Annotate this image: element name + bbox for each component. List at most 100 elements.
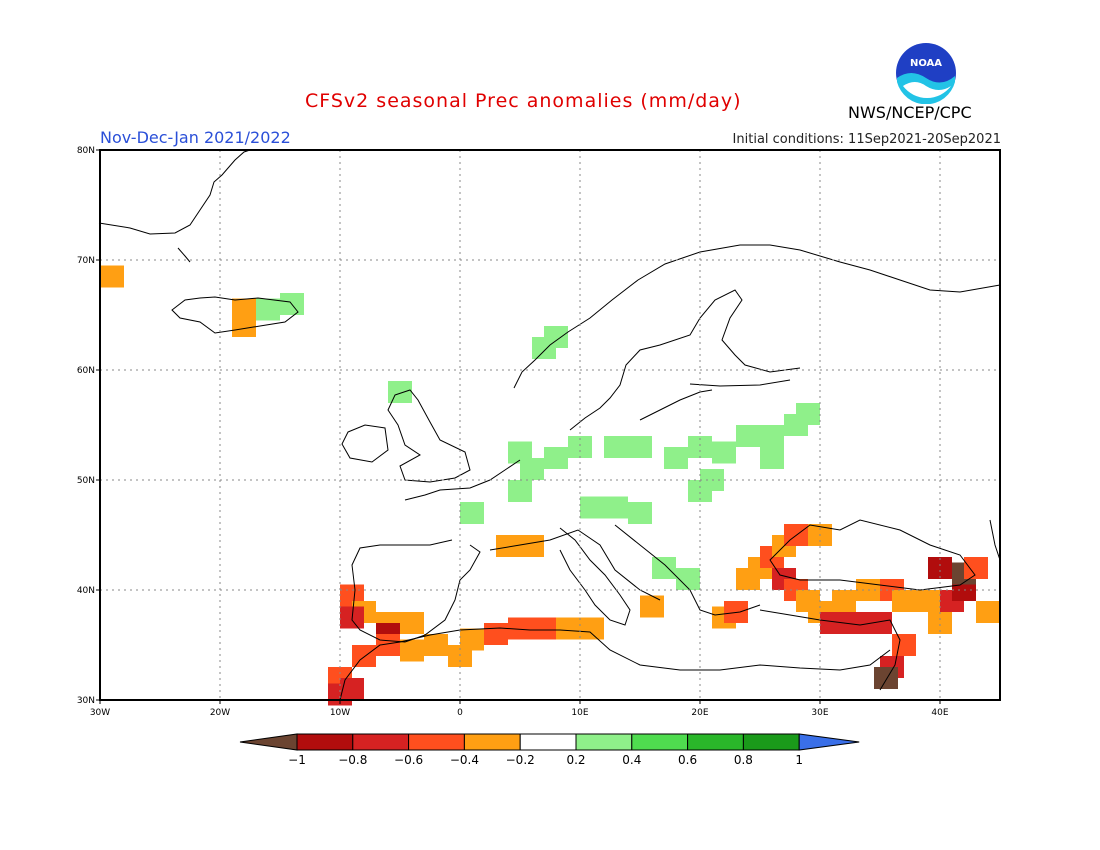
colorbar-label: −0.4: [450, 753, 479, 767]
anomaly-cell: [460, 502, 484, 524]
lon-tick-label: 20E: [691, 708, 708, 718]
finland-gulf: [689, 379, 791, 387]
map-title: CFSv2 seasonal Prec anomalies (mm/day): [305, 90, 742, 112]
anomaly-cell: [508, 480, 532, 502]
lat-tick-label: 70N: [77, 256, 95, 266]
lat-tick-label: 80N: [77, 146, 95, 156]
anomaly-cell: [544, 326, 568, 348]
anomaly-cell: [544, 447, 568, 469]
anomaly-cells: [100, 265, 1000, 706]
anomaly-cell: [676, 568, 700, 590]
anomaly-cell: [100, 265, 124, 288]
forecast-period: Nov-Dec-Jan 2021/2022: [100, 128, 291, 147]
colorbar-box: [463, 733, 521, 751]
colorbar-high-arrow: [798, 733, 860, 751]
anomaly-cell: [832, 590, 856, 612]
colorbar-label: 0.8: [734, 753, 753, 767]
anomaly-cell: [604, 496, 628, 519]
lon-tick-label: 20W: [210, 708, 230, 718]
colorbar-label: 0.6: [678, 753, 697, 767]
anomaly-cell: [568, 436, 592, 458]
noaa-logo: NOAA: [896, 43, 956, 104]
anomaly-cell: [844, 612, 868, 634]
anomaly-cell: [820, 612, 844, 634]
anomaly-cell: [460, 628, 484, 651]
colorbar-box: [296, 733, 354, 751]
colorbar-label: 0.2: [566, 753, 585, 767]
greenland-coast-east: [177, 247, 191, 263]
greenland-coast: [98, 149, 251, 235]
svg-text:NOAA: NOAA: [910, 58, 942, 69]
anomaly-cell: [874, 667, 898, 689]
anomaly-cell: [736, 425, 760, 447]
anomaly-cell: [928, 557, 952, 579]
caspian-coast: [989, 519, 1001, 561]
colorbar-label: 1: [795, 753, 803, 767]
lon-tick-label: 10W: [330, 708, 350, 718]
anomaly-cell: [892, 590, 916, 612]
lat-tick-label: 40N: [77, 586, 95, 596]
turkey-coast: [759, 609, 901, 691]
initial-conditions: Initial conditions: 11Sep2021-20Sep2021: [732, 132, 1001, 147]
lat-tick-label: 50N: [77, 476, 95, 486]
anomaly-cell: [796, 403, 820, 425]
anomaly-cell: [520, 458, 544, 480]
anomaly-cell: [652, 557, 676, 579]
anomaly-cell: [640, 595, 664, 618]
colorbar-labels: −1 −0.8 −0.6 −0.4 −0.2 0.2 0.4 0.6 0.8 1: [288, 753, 803, 767]
lon-tick-label: 10E: [571, 708, 588, 718]
anomaly-cell: [400, 612, 424, 634]
lon-tick-label: 30E: [811, 708, 828, 718]
mediterranean-north: [489, 529, 661, 601]
anomaly-cell: [556, 617, 580, 640]
anomaly-cell: [664, 447, 688, 469]
lon-tick-label: 0: [457, 708, 463, 718]
lon-tick-label: 40E: [931, 708, 948, 718]
colorbar-box: [631, 733, 689, 751]
balkans-coast: [614, 524, 761, 616]
anomaly-cell: [376, 634, 400, 656]
colorbar-label: −1: [288, 753, 306, 767]
colorbar-label: −0.6: [394, 753, 423, 767]
anomaly-cell: [928, 612, 952, 634]
italy-coast: [559, 527, 631, 626]
map-frame: [99, 149, 1001, 701]
lon-tick-label: 30W: [90, 708, 110, 718]
anomaly-cell: [916, 590, 940, 612]
anomaly-cell: [976, 601, 1000, 623]
black-sea-coast: [769, 519, 976, 591]
anomaly-cell: [520, 535, 544, 557]
anomaly-cell: [868, 612, 892, 634]
france-coast: [404, 459, 521, 501]
colorbar-label: −0.2: [506, 753, 535, 767]
anomaly-cell: [604, 436, 628, 458]
baltic-states-coast: [639, 389, 713, 421]
anomaly-cell: [688, 436, 712, 458]
anomaly-cell: [496, 535, 520, 557]
anomaly-cell: [580, 617, 604, 640]
anomaly-cell: [508, 617, 532, 640]
colorbar-label: −0.8: [338, 753, 367, 767]
colorbar-box: [687, 733, 744, 751]
lat-tick-label: 30N: [77, 696, 95, 706]
colorbar-box: [408, 733, 465, 751]
anomaly-cell: [760, 425, 784, 447]
anomaly-cell: [712, 441, 736, 464]
anomaly-cell: [532, 617, 556, 640]
colorbar-box: [575, 733, 633, 751]
ireland-coast: [341, 424, 389, 463]
anomaly-cell: [400, 639, 424, 662]
axis-ticks: 30W 20W 10W 0 10E 20E 30E 40E 30N 40N 50N 60N 70N 80N: [77, 146, 949, 718]
iceland-coast: [171, 296, 299, 334]
colorbar-box: [742, 733, 800, 751]
anomaly-cell: [256, 298, 280, 321]
colorbar-boxes: [239, 733, 860, 751]
north-africa-coast: [339, 627, 891, 701]
colorbar-box: [519, 733, 577, 751]
anomaly-cell: [628, 502, 652, 524]
anomaly-cell: [760, 447, 784, 469]
anomaly-cell: [580, 496, 604, 519]
colorbar-low-arrow: [239, 733, 298, 751]
